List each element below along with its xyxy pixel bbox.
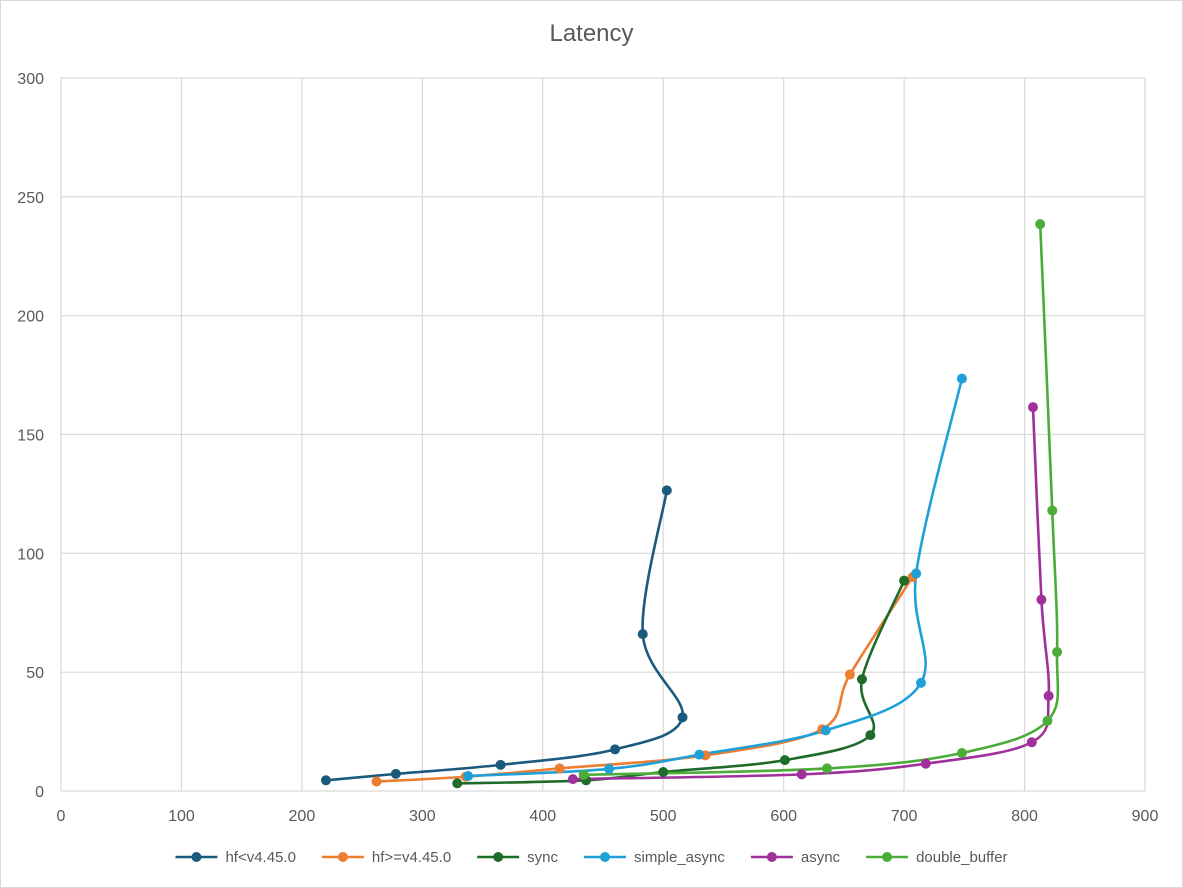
y-tick-label: 250 [17,190,44,207]
data-point [1027,402,1038,413]
data-point [779,755,790,766]
legend-marker [493,852,504,862]
x-tick-label: 200 [289,808,316,825]
data-point [820,725,831,736]
data-point [956,373,967,384]
x-tick-label: 600 [770,808,797,825]
x-tick-label: 0 [57,808,66,825]
data-point [495,759,506,770]
data-point [567,774,578,785]
data-point [899,575,910,586]
legend-label: hf<v4.45.0 [225,849,295,866]
data-point [637,629,648,640]
legend-marker [600,852,611,862]
x-tick-label: 500 [650,808,677,825]
legend-label: double_buffer [916,849,1007,866]
data-point [865,730,876,741]
y-tick-label: 100 [17,546,44,563]
legend-marker [882,852,893,862]
series-line [571,405,1051,781]
data-point [856,674,867,685]
y-tick-label: 150 [17,428,44,445]
data-point [1035,219,1046,230]
data-point [554,763,565,774]
y-tick-label: 300 [17,71,44,88]
data-point [796,769,807,780]
data-point [844,669,855,680]
data-point [920,758,931,769]
data-point [915,677,926,688]
data-point [463,771,474,782]
data-point [452,778,463,789]
x-tick-label: 400 [529,808,556,825]
data-point [956,747,967,758]
data-point [1036,594,1047,605]
data-point [661,485,672,496]
legend-label: async [801,849,841,866]
data-point [1026,737,1037,748]
y-tick-label: 0 [35,784,44,801]
x-tick-label: 800 [1011,808,1038,825]
data-point [390,768,401,779]
legend-marker [766,852,777,862]
data-point [610,744,621,755]
data-point [694,749,705,760]
data-point [1047,505,1058,516]
x-tick-label: 100 [168,808,195,825]
legend-label: simple_async [634,849,725,866]
data-point [371,776,382,787]
chart-title: Latency [549,20,634,47]
data-point [604,763,615,774]
x-tick-label: 700 [891,808,918,825]
data-point [1043,690,1054,701]
data-point [320,775,331,786]
y-tick-label: 200 [17,309,44,326]
data-point [578,769,589,780]
data-point [1042,715,1053,726]
series-line [324,489,684,782]
series-line [455,579,906,785]
x-tick-label: 300 [409,808,436,825]
x-tick-label: 900 [1132,808,1159,825]
series-line [466,377,964,778]
y-tick-label: 50 [26,665,44,682]
legend-marker [337,852,348,862]
legend-label: sync [527,849,558,866]
data-point [677,712,688,723]
series-line [582,222,1060,777]
data-point [822,763,833,774]
legend-label: hf>=v4.45.0 [372,849,451,866]
legend-marker [191,852,202,862]
data-point [658,766,669,777]
data-point [911,568,922,579]
data-point [1052,646,1063,657]
